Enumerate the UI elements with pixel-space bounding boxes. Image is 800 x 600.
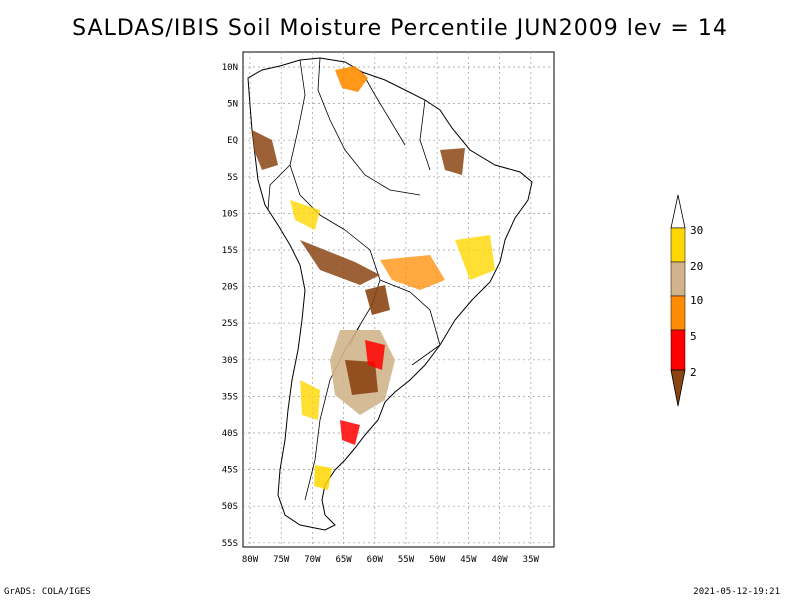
legend-swatch-10 <box>670 295 686 331</box>
lat-label: 35S <box>222 392 238 402</box>
lon-label: 40W <box>491 555 508 565</box>
lat-label: 5N <box>227 100 238 110</box>
lon-label: 65W <box>335 555 352 565</box>
patch-patagonia <box>340 420 360 445</box>
lon-label: 50W <box>429 555 446 565</box>
lat-label: 10S <box>222 209 238 219</box>
patch-northeast <box>440 148 465 175</box>
patch-north <box>335 66 368 92</box>
lon-label: 45W <box>460 555 477 565</box>
patch-pampas-brown <box>345 360 378 395</box>
patch-colombia <box>252 130 278 170</box>
country-borders <box>267 57 441 501</box>
legend-label-5: 5 <box>690 330 697 343</box>
lat-label: 50S <box>222 502 238 512</box>
lon-label: 70W <box>304 555 321 565</box>
legend-swatch-5 <box>670 329 686 371</box>
patch-chile <box>300 380 320 420</box>
patch-center <box>380 255 445 290</box>
lat-label: 5S <box>227 173 238 183</box>
lat-label: 10N <box>222 63 238 73</box>
lat-label: 30S <box>222 356 238 366</box>
legend-label-30: 30 <box>690 224 703 237</box>
lon-label: 35W <box>523 555 540 565</box>
legend-top-triangle <box>670 194 686 229</box>
patch-pampas-red <box>365 340 385 370</box>
legend: 30 20 10 5 2 <box>670 194 703 407</box>
map-frame <box>242 51 555 548</box>
lat-label: 20S <box>222 283 238 293</box>
lat-label: 40S <box>222 429 238 439</box>
map-title: SALDAS/IBIS Soil Moisture Percentile JUN… <box>72 16 728 41</box>
patch-chaco <box>365 285 390 315</box>
patch-south <box>314 465 332 490</box>
lat-label: 55S <box>222 539 238 549</box>
latitude-labels: 10N 5N EQ 5S 10S 15S 20S 25S 30S 35S 40S 45S 50S 55S <box>222 63 238 549</box>
lat-label: EQ <box>227 136 238 146</box>
lat-label: 15S <box>222 246 238 256</box>
lon-label: 80W <box>242 555 259 565</box>
lon-label: 60W <box>367 555 384 565</box>
patch-brazil-e <box>455 235 495 280</box>
longitude-labels: 80W 75W 70W 65W 60W 55W 50W 45W 40W 35W <box>242 555 540 565</box>
map-panel: 10N5NEQ5S10S15S20S25S30S35S40S45S50S55S … <box>222 51 555 565</box>
lat-label: 45S <box>222 466 238 476</box>
graticule <box>243 52 554 547</box>
legend-label-20: 20 <box>690 260 703 273</box>
patch-bolivia <box>300 240 380 285</box>
footer-left: GrADS: COLA/IGES <box>4 587 91 597</box>
patch-amazon-w <box>290 200 320 230</box>
lat-label: 25S <box>222 319 238 329</box>
south-america-coastline <box>247 57 533 531</box>
percentile-patches <box>252 66 495 490</box>
legend-swatch-30 <box>670 227 686 263</box>
legend-label-10: 10 <box>690 294 703 307</box>
lon-label: 55W <box>398 555 415 565</box>
legend-swatch-20 <box>670 261 686 297</box>
lon-label: 75W <box>273 555 290 565</box>
footer-right: 2021-05-12-19:21 <box>693 587 780 597</box>
legend-label-2: 2 <box>690 366 697 379</box>
legend-bottom-triangle <box>670 369 686 407</box>
